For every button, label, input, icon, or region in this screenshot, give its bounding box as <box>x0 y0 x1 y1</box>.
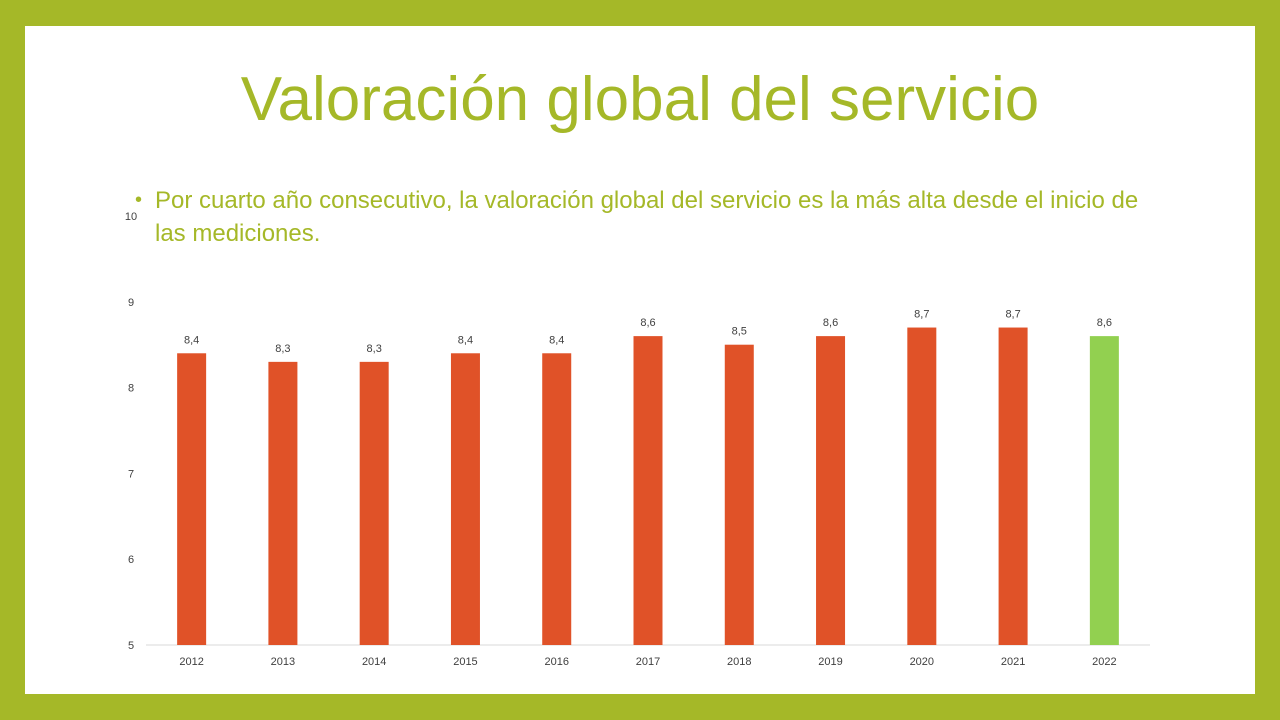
bar <box>1089 336 1119 645</box>
x-tick-label: 2018 <box>727 656 751 668</box>
x-tick-label: 2021 <box>1001 656 1025 668</box>
data-label: 8,5 <box>732 326 747 338</box>
bar <box>907 327 937 645</box>
bullet-text: Por cuarto año consecutivo, la valoració… <box>155 187 1139 247</box>
data-label: 8,6 <box>640 317 655 329</box>
bar <box>816 336 846 645</box>
x-tick-label: 2015 <box>453 656 477 668</box>
x-tick-label: 2016 <box>544 656 568 668</box>
bar <box>268 361 298 645</box>
bar <box>177 353 207 645</box>
bar <box>724 344 754 645</box>
bar <box>633 336 663 645</box>
bar <box>359 361 389 645</box>
bar <box>542 353 572 645</box>
bar <box>998 327 1028 645</box>
data-label: 8,4 <box>458 334 473 346</box>
data-label: 8,4 <box>549 334 564 346</box>
data-label: 8,7 <box>914 309 929 321</box>
x-tick-label: 2013 <box>271 656 295 668</box>
y-tick-label: 10 <box>125 211 137 223</box>
y-tick-label: 9 <box>128 297 134 309</box>
data-label: 8,4 <box>184 334 199 346</box>
x-tick-label: 2020 <box>910 656 934 668</box>
x-tick-label: 2012 <box>179 656 203 668</box>
x-tick-label: 2017 <box>636 656 660 668</box>
data-label: 8,6 <box>823 317 838 329</box>
data-label: 8,7 <box>1005 309 1020 321</box>
slide-title: Valoración global del servicio <box>240 65 1040 134</box>
y-tick-label: 5 <box>128 640 134 652</box>
y-tick-label: 7 <box>128 468 134 480</box>
bullet-dot-icon: • <box>135 189 143 211</box>
data-label: 8,6 <box>1097 317 1112 329</box>
bar <box>450 353 480 645</box>
y-tick-label: 8 <box>128 383 134 395</box>
bullet-item: • Por cuarto año consecutivo, la valorac… <box>135 184 1175 250</box>
x-tick-label: 2022 <box>1092 656 1116 668</box>
data-label: 8,3 <box>275 343 290 355</box>
data-label: 8,3 <box>367 343 382 355</box>
x-tick-label: 2019 <box>818 656 842 668</box>
y-tick-label: 6 <box>128 554 134 566</box>
x-tick-label: 2014 <box>362 656 386 668</box>
